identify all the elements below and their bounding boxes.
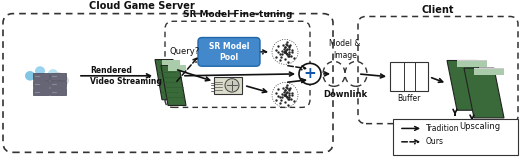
Bar bbox=[50, 81, 66, 87]
Bar bbox=[33, 81, 49, 87]
Polygon shape bbox=[162, 60, 180, 65]
Text: Ours: Ours bbox=[426, 137, 444, 146]
Text: Rendered
Video Streaming: Rendered Video Streaming bbox=[90, 66, 162, 86]
Polygon shape bbox=[155, 60, 180, 100]
Text: SR Model
Pool: SR Model Pool bbox=[209, 42, 249, 62]
Bar bbox=[50, 73, 66, 80]
Polygon shape bbox=[457, 60, 487, 67]
Polygon shape bbox=[447, 60, 487, 110]
Polygon shape bbox=[474, 68, 504, 75]
Bar bbox=[390, 62, 428, 91]
Bar bbox=[33, 88, 49, 95]
Circle shape bbox=[53, 72, 63, 82]
Polygon shape bbox=[168, 65, 186, 71]
Circle shape bbox=[59, 76, 69, 85]
Polygon shape bbox=[161, 65, 186, 105]
Bar bbox=[33, 73, 49, 80]
Circle shape bbox=[35, 66, 45, 76]
Bar bbox=[393, 119, 518, 155]
Polygon shape bbox=[457, 60, 487, 61]
Text: Cloud Game Server: Cloud Game Server bbox=[89, 1, 194, 11]
FancyBboxPatch shape bbox=[198, 38, 260, 66]
Polygon shape bbox=[464, 68, 504, 118]
Bar bbox=[50, 88, 66, 95]
Text: Tradition: Tradition bbox=[426, 124, 460, 133]
Text: Client: Client bbox=[422, 5, 454, 15]
Circle shape bbox=[48, 69, 58, 79]
Text: Downlink: Downlink bbox=[323, 90, 367, 99]
Text: Model &
Image: Model & Image bbox=[329, 40, 361, 60]
Circle shape bbox=[299, 63, 321, 84]
Circle shape bbox=[25, 71, 35, 81]
Circle shape bbox=[45, 74, 55, 84]
Text: Upscaling: Upscaling bbox=[460, 122, 500, 131]
Text: +: + bbox=[303, 66, 316, 81]
Bar bbox=[214, 77, 242, 94]
Polygon shape bbox=[474, 68, 504, 69]
Circle shape bbox=[225, 79, 239, 92]
Text: SR Model Fine-tuning: SR Model Fine-tuning bbox=[183, 10, 292, 19]
Text: Query?: Query? bbox=[170, 47, 200, 56]
Text: Buffer: Buffer bbox=[397, 94, 421, 103]
